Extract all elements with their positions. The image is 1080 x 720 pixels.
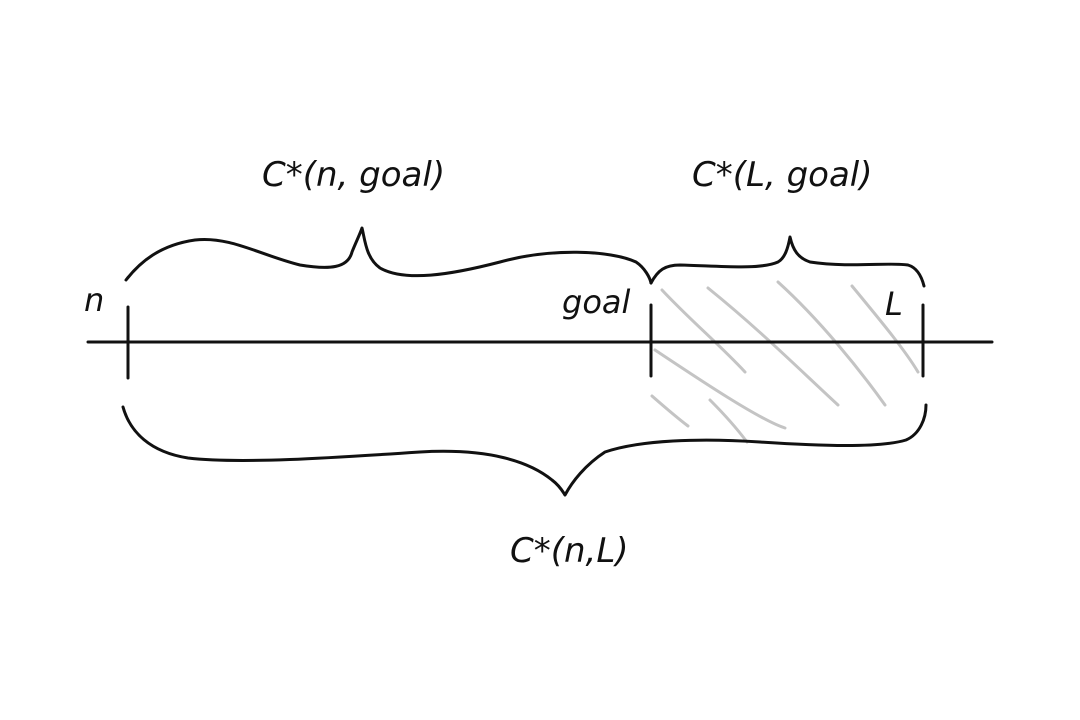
label-cost-L-goal: C*(L, goal)	[692, 155, 873, 195]
label-point-n: n	[84, 281, 105, 319]
label-point-L: L	[885, 285, 903, 323]
label-cost-n-goal: C*(n, goal)	[262, 155, 446, 195]
label-cost-n-L: C*(n,L)	[510, 531, 629, 571]
brace-n-L	[121, 403, 928, 497]
hatched-region	[650, 280, 920, 444]
brace-n-goal	[124, 226, 653, 285]
brace-goal-L	[649, 235, 926, 288]
label-point-goal: goal	[562, 283, 631, 321]
